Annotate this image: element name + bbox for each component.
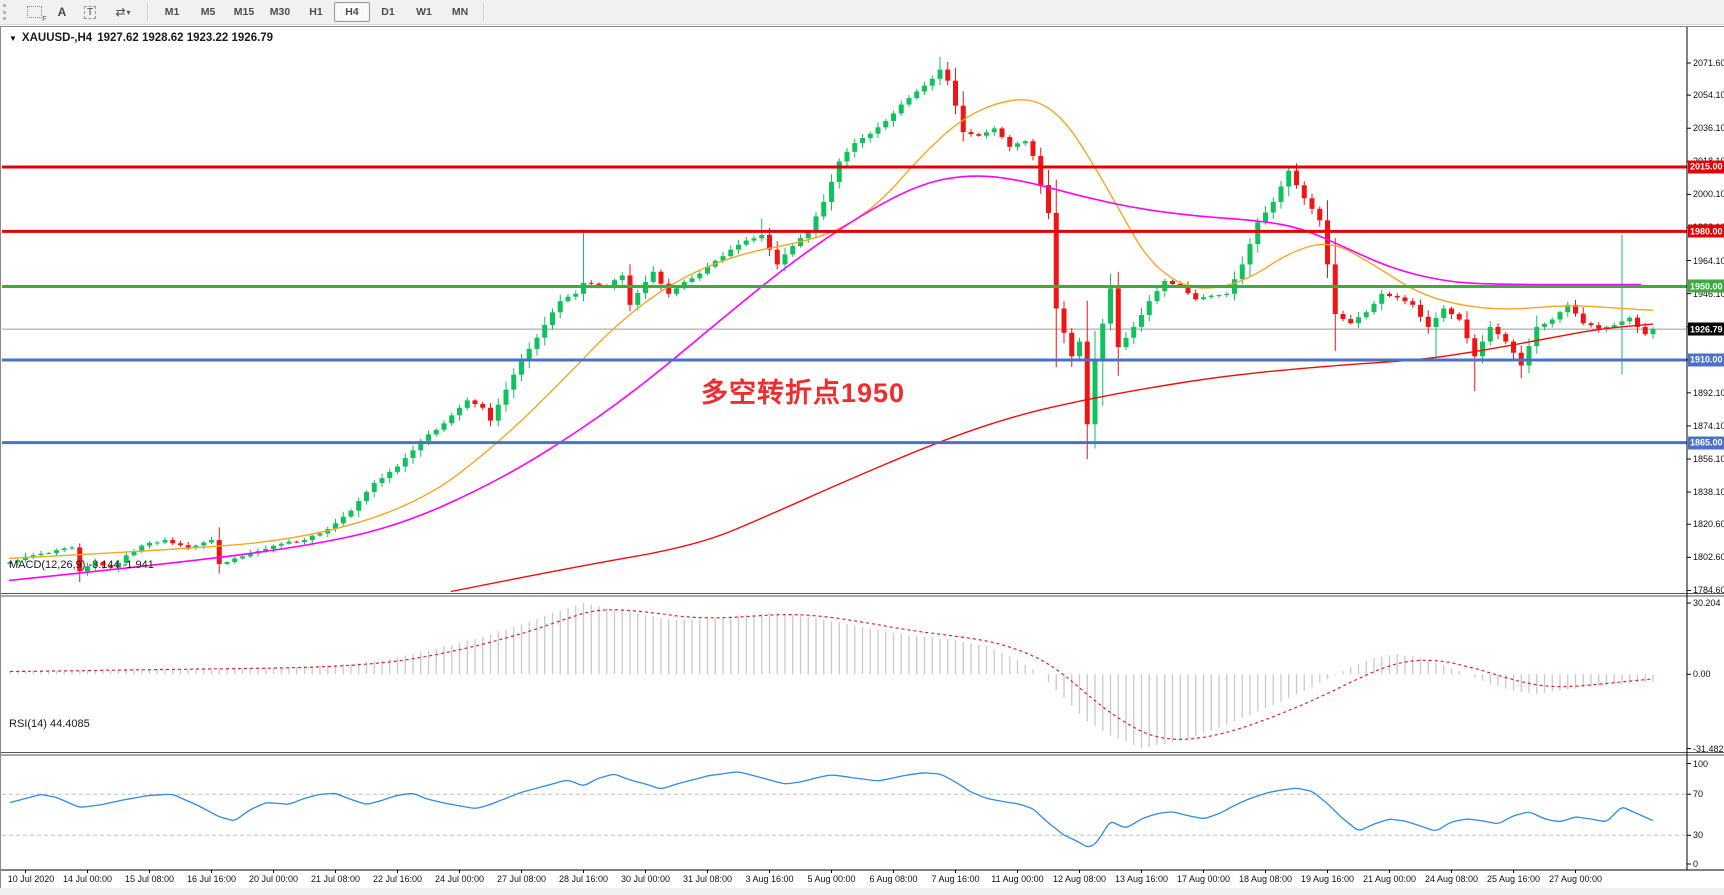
- status-strip: [0, 888, 1724, 895]
- chart-title: ▼ XAUUSD-,H4 1927.62 1928.62 1923.22 192…: [9, 32, 273, 44]
- time-tick-label: 31 Jul 08:00: [682, 874, 733, 884]
- time-tick-label: 17 Aug 00:00: [1176, 874, 1231, 884]
- time-tick-label: 3 Aug 16:00: [745, 874, 794, 884]
- price-tick-label: 1892.10: [1693, 387, 1724, 398]
- time-tick-label: 5 Aug 00:00: [807, 874, 856, 884]
- rsi-indicator-label: RSI(14) 44.4085: [9, 718, 90, 730]
- toolbar: A T ⇄▾ M1 M5 M15 M30 H1 H4 D1 W1 MN: [0, 0, 1724, 25]
- time-tick-label: 22 Jul 16:00: [372, 874, 423, 884]
- price-tick-label: 1784.60: [1693, 585, 1724, 596]
- chart-canvas[interactable]: [1, 27, 1724, 888]
- price-tick-label: 1946.10: [1693, 288, 1724, 299]
- toolbar-grip[interactable]: [3, 4, 14, 20]
- time-tick-label: 18 Aug 08:00: [1238, 874, 1293, 884]
- time-tick-label: 30 Jul 00:00: [620, 874, 671, 884]
- panel-splitter[interactable]: [1, 591, 1724, 596]
- chart-window: ▼ XAUUSD-,H4 1927.62 1928.62 1923.22 192…: [0, 26, 1724, 889]
- time-tick-label: 6 Aug 08:00: [869, 874, 918, 884]
- panel-splitter[interactable]: [1, 751, 1724, 756]
- time-tick-label: 27 Aug 00:00: [1548, 874, 1603, 884]
- arrows-glyph: ⇄: [115, 5, 126, 19]
- price-tick-label: 1874.10: [1693, 420, 1724, 431]
- time-tick-label: 24 Aug 08:00: [1424, 874, 1479, 884]
- price-badge: 1950.00: [1688, 279, 1724, 293]
- timeframe-button-m5[interactable]: M5: [200, 6, 216, 18]
- price-tick-label: 1802.60: [1693, 552, 1724, 563]
- snap-grid-icon[interactable]: [21, 2, 47, 23]
- price-tick-label: 1964.10: [1693, 255, 1724, 266]
- time-tick-label: 19 Aug 16:00: [1300, 874, 1355, 884]
- price-tick-label: 1856.10: [1693, 454, 1724, 465]
- time-tick-label: 24 Jul 00:00: [434, 874, 485, 884]
- ma-fast-orange: [8, 99, 1654, 560]
- indicator-tick-label: -31.482: [1693, 743, 1724, 754]
- ohlc-quote-label: 1927.62 1928.62 1923.22 1926.79: [97, 32, 274, 44]
- time-tick-label: 21 Aug 00:00: [1362, 874, 1417, 884]
- price-tick-label: 1820.60: [1693, 519, 1724, 530]
- time-tick-label: 20 Jul 00:00: [248, 874, 299, 884]
- ma-slow-red: [450, 323, 1654, 593]
- time-tick-label: 15 Jul 08:00: [124, 874, 175, 884]
- time-tick-label: 11 Aug 00:00: [991, 874, 1044, 884]
- time-tick-label: 21 Jul 08:00: [310, 874, 361, 884]
- arrows-tool-icon[interactable]: ⇄ ▾: [105, 2, 141, 23]
- timeframe-button-mn[interactable]: MN: [451, 6, 469, 18]
- toolbar-separator: [147, 3, 149, 21]
- price-badge: 1980.00: [1688, 224, 1724, 238]
- price-badge: 1926.79: [1688, 322, 1724, 336]
- text-box-icon[interactable]: T: [77, 2, 103, 23]
- collapse-triangle-icon[interactable]: ▼: [9, 33, 17, 43]
- indicator-tick-label: 0: [1693, 859, 1699, 869]
- chart-annotation-text: 多空转折点1950: [701, 378, 906, 408]
- timeframe-button-d1[interactable]: D1: [381, 6, 395, 18]
- grid-glyph: [26, 6, 47, 23]
- text-label-icon[interactable]: A: [57, 5, 67, 19]
- price-badge: 1865.00: [1688, 436, 1724, 450]
- macd-signal-line: [9, 609, 1654, 740]
- price-tick-label: 1838.10: [1693, 487, 1724, 498]
- time-tick-label: 7 Aug 16:00: [931, 874, 980, 884]
- timeframe-button-h1[interactable]: H1: [309, 6, 323, 18]
- time-tick-label: 12 Aug 08:00: [1052, 874, 1107, 884]
- time-tick-label: 25 Aug 16:00: [1486, 874, 1541, 884]
- toolbar-separator: [483, 3, 485, 21]
- timeframe-button-h4[interactable]: H4: [334, 2, 370, 22]
- price-badge: 2015.00: [1688, 160, 1724, 174]
- rsi-line: [9, 771, 1654, 848]
- price-badge: 1910.00: [1688, 353, 1724, 367]
- time-tick-label: 27 Jul 08:00: [496, 874, 547, 884]
- indicator-tick-label: 70: [1693, 789, 1704, 800]
- time-tick-label: 10 Jul 2020: [7, 874, 55, 884]
- price-tick-label: 2000.10: [1693, 189, 1724, 200]
- timeframe-button-w1[interactable]: W1: [416, 6, 432, 18]
- ma-medium-magenta: [8, 175, 1641, 582]
- time-tick-label: 14 Jul 00:00: [62, 874, 113, 884]
- macd-indicator-label: MACD(12,26,9) -3.144 -1.941: [9, 559, 154, 571]
- indicator-tick-label: 0.00: [1693, 669, 1711, 680]
- timeframe-button-group: M1 M5 M15 M30 H1 H4 D1 W1 MN: [154, 2, 478, 22]
- price-tick-label: 2054.10: [1693, 90, 1724, 101]
- timeframe-button-m15[interactable]: M15: [233, 6, 255, 18]
- time-tick-label: 13 Aug 16:00: [1114, 874, 1169, 884]
- indicator-tick-label: 100: [1693, 758, 1709, 769]
- chevron-down-icon[interactable]: ▾: [126, 7, 131, 17]
- time-tick-label: 28 Jul 16:00: [558, 874, 609, 884]
- time-tick-label: 16 Jul 16:00: [186, 874, 237, 884]
- price-tick-label: 2071.60: [1693, 57, 1724, 68]
- indicator-tick-label: 30: [1693, 830, 1704, 841]
- indicator-tick-label: 30.204: [1693, 598, 1721, 609]
- price-tick-label: 2036.10: [1693, 123, 1724, 134]
- timeframe-button-m1[interactable]: M1: [164, 6, 180, 18]
- timeframe-button-m30[interactable]: M30: [269, 6, 291, 18]
- text-box-glyph: T: [83, 5, 97, 19]
- symbol-period-label: XAUUSD-,H4: [21, 32, 93, 44]
